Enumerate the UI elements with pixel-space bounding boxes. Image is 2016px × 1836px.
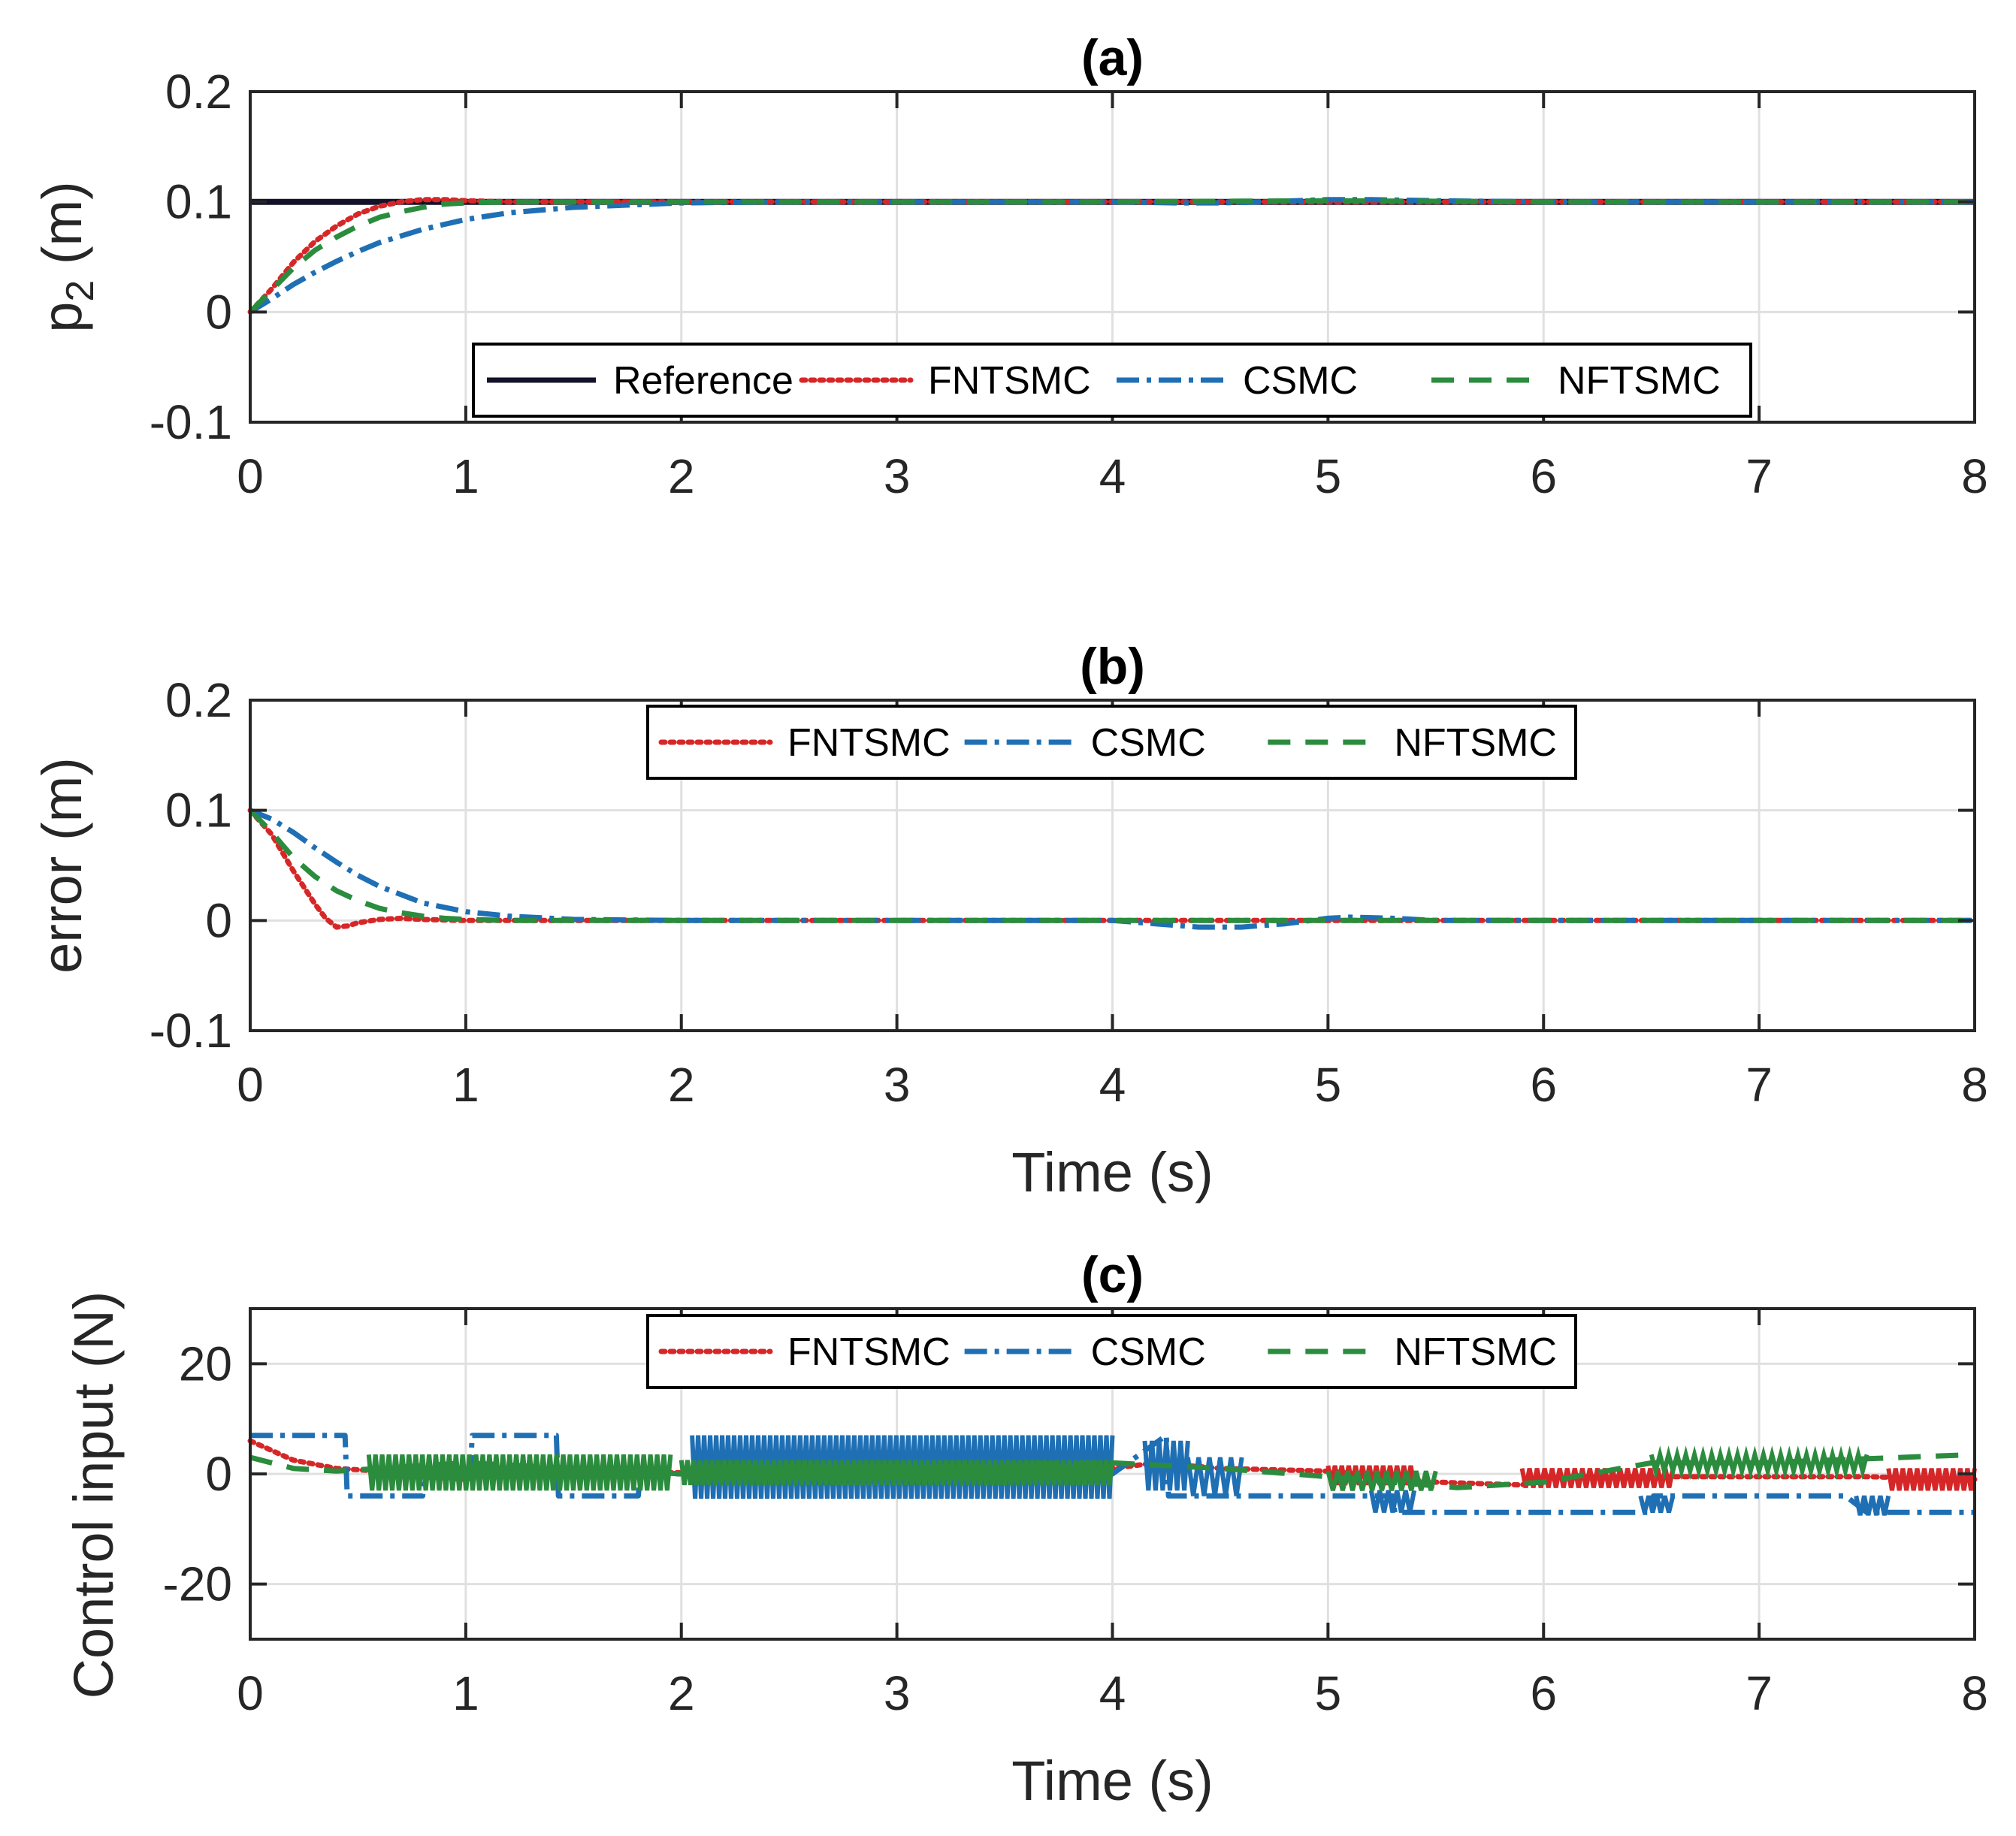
panel-a-title: (a) bbox=[1081, 29, 1144, 86]
panel-c-series-nftsmc-chatter-3 bbox=[1649, 1445, 1869, 1481]
panel-b-ytick-label-2: 0.1 bbox=[165, 784, 232, 838]
panel-c-xtick-label-5: 5 bbox=[1315, 1666, 1342, 1720]
panel-a-xtick-label-0: 0 bbox=[237, 449, 264, 503]
panel-a-xtick-label-6: 6 bbox=[1530, 449, 1557, 503]
panel-c-series-nftsmc bbox=[249, 1451, 1975, 1490]
panel-c-ticks: 0 1 2 3 4 5 6 7 8 -20 0 20 bbox=[163, 1309, 1988, 1720]
panel-b-y-axis-label: error (m) bbox=[31, 757, 93, 974]
panel-b-ytick-label-3: 0.2 bbox=[165, 673, 232, 727]
panel-a-y-axis-label-unit: (m) bbox=[31, 181, 93, 280]
panel-c-series-nftsmc-chatter-2 bbox=[1325, 1470, 1438, 1491]
panel-b-legend-label-fntsmc: FNTSMC bbox=[787, 721, 951, 765]
panel-b-xtick-label-0: 0 bbox=[237, 1058, 264, 1112]
panel-c-series-csmc-chatter-4 bbox=[1638, 1495, 1676, 1514]
panel-b-xtick-label-8: 8 bbox=[1961, 1058, 1988, 1112]
panel-c-legend-label-fntsmc: FNTSMC bbox=[787, 1330, 951, 1374]
panel-c-xtick-label-4: 4 bbox=[1099, 1666, 1126, 1720]
panel-b-legend-box bbox=[646, 705, 1577, 780]
panel-c-title: (c) bbox=[1081, 1246, 1144, 1303]
panel-c-ytick-label-2: 20 bbox=[179, 1336, 232, 1391]
panel-a-ytick-label-0: -0.1 bbox=[150, 395, 232, 449]
panel-a-legend-label-reference: Reference bbox=[613, 359, 793, 403]
panel-c-series-csmc-chatter-5 bbox=[1854, 1495, 1891, 1516]
panel-c-xtick-label-0: 0 bbox=[237, 1666, 264, 1720]
panel-c-xtick-label-8: 8 bbox=[1961, 1666, 1988, 1720]
panel-a: 0 1 2 3 4 5 6 7 8-0.100.10.2 (a) p2 (m) Referenc… bbox=[31, 29, 1988, 503]
panel-a-series-nftsmc bbox=[248, 198, 1975, 314]
panel-c-series-nftsmc-chatter-1 bbox=[679, 1460, 1115, 1486]
panel-b-legend: FNTSMC CSMC NFTSMC bbox=[646, 705, 1577, 780]
panel-c-ytick-label-1: 0 bbox=[205, 1447, 232, 1501]
panel-b-series-nftsmc bbox=[248, 808, 1975, 923]
panel-c-ytick-label-0: -20 bbox=[163, 1557, 233, 1611]
panel-c-y-axis-label: Control input (N) bbox=[62, 1291, 125, 1699]
panel-b-xtick-label-3: 3 bbox=[884, 1058, 911, 1112]
panel-b-xtick-label-1: 1 bbox=[452, 1058, 479, 1112]
panel-c-xtick-label-7: 7 bbox=[1745, 1666, 1773, 1720]
panel-b-xtick-label-4: 4 bbox=[1099, 1058, 1126, 1112]
panel-c-series-csmc-chatter-3 bbox=[1368, 1490, 1417, 1513]
panel-b-xtick-label-2: 2 bbox=[668, 1058, 695, 1112]
panel-b-legend-label-csmc: CSMC bbox=[1091, 721, 1206, 765]
panel-c-legend-box bbox=[646, 1314, 1577, 1389]
panel-c-series bbox=[247, 1433, 1978, 1516]
panel-b-xtick-label-5: 5 bbox=[1315, 1058, 1342, 1112]
panel-b-series bbox=[247, 808, 1978, 930]
panel-c-xtick-label-2: 2 bbox=[668, 1666, 695, 1720]
panel-a-xtick-label-3: 3 bbox=[884, 449, 911, 503]
panel-c-x-axis-label: Time (s) bbox=[1011, 1750, 1214, 1812]
panel-c-series-fntsmc-chatter-1 bbox=[1519, 1468, 1676, 1488]
panel-b: 0 1 2 3 4 5 6 7 8-0.100.10.2 (b) error (m) Time … bbox=[31, 638, 1988, 1203]
panel-a-xtick-label-4: 4 bbox=[1099, 449, 1126, 503]
panel-a-legend-label-nftsmc: NFTSMC bbox=[1558, 359, 1721, 403]
panel-a-ytick-label-3: 0.2 bbox=[165, 65, 232, 119]
panel-c-series-nftsmc-chatter-0 bbox=[366, 1454, 673, 1491]
panel-c-xtick-label-1: 1 bbox=[452, 1666, 479, 1720]
panel-b-title: (b) bbox=[1080, 638, 1145, 695]
panel-b-x-axis-label: Time (s) bbox=[1011, 1141, 1214, 1203]
panel-c-legend-label-csmc: CSMC bbox=[1091, 1330, 1206, 1374]
panel-c-legend-label-nftsmc: NFTSMC bbox=[1394, 1330, 1557, 1374]
panel-c-series-fntsmc-chatter-2 bbox=[1886, 1468, 1977, 1491]
panel-b-ytick-label-0: -0.1 bbox=[150, 1004, 232, 1058]
panel-a-ytick-label-1: 0 bbox=[205, 285, 232, 339]
panel-c-legend: FNTSMC CSMC NFTSMC bbox=[646, 1314, 1577, 1389]
panel-a-y-axis-label-base: p bbox=[31, 302, 93, 333]
panel-a-xtick-label-1: 1 bbox=[452, 449, 479, 503]
panel-a-series bbox=[247, 197, 1978, 315]
panel-b-ytick-label-1: 0 bbox=[205, 893, 232, 947]
panel-a-legend-label-fntsmc: FNTSMC bbox=[928, 359, 1091, 403]
panel-c-series-csmc-chatter-1 bbox=[1142, 1440, 1190, 1491]
panel-a-ticks: 0 1 2 3 4 5 6 7 8-0.100.10.2 bbox=[150, 65, 1988, 503]
panel-b-xtick-label-7: 7 bbox=[1745, 1058, 1773, 1112]
panel-a-xtick-label-8: 8 bbox=[1961, 449, 1988, 503]
panel-c: 0 1 2 3 4 5 6 7 8 -20 0 20 (c) Control input (N) Ti… bbox=[62, 1246, 1988, 1812]
panel-b-xtick-label-6: 6 bbox=[1530, 1058, 1557, 1112]
panel-c-series-csmc bbox=[250, 1433, 1975, 1515]
panel-a-ytick-label-2: 0.1 bbox=[165, 175, 232, 229]
panel-a-y-axis-label-subscript: 2 bbox=[59, 280, 102, 302]
panel-b-legend-label-nftsmc: NFTSMC bbox=[1394, 721, 1557, 765]
panel-c-xtick-label-6: 6 bbox=[1530, 1666, 1557, 1720]
panel-a-legend: Reference FNTSMC CSMC NFTSMC bbox=[472, 343, 1752, 418]
panel-a-legend-box bbox=[472, 343, 1752, 418]
panel-a-xtick-label-7: 7 bbox=[1745, 449, 1773, 503]
panel-a-y-axis-label: p2 (m) bbox=[31, 181, 102, 333]
panel-c-xtick-label-3: 3 bbox=[884, 1666, 911, 1720]
panel-a-xtick-label-2: 2 bbox=[668, 449, 695, 503]
panel-a-xtick-label-5: 5 bbox=[1315, 449, 1342, 503]
panel-a-legend-label-csmc: CSMC bbox=[1243, 359, 1358, 403]
